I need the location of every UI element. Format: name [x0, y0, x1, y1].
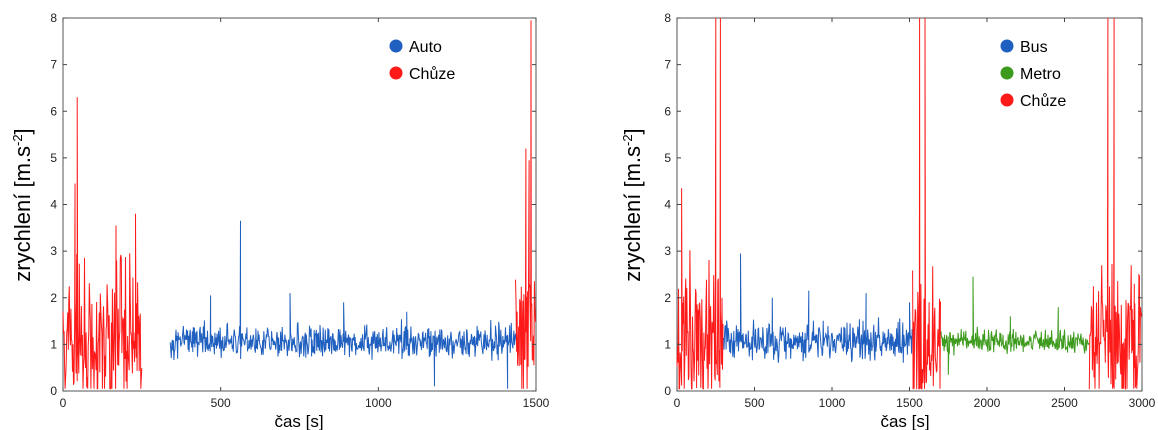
y-tick-label: 2 [50, 291, 57, 305]
plot-area-left [62, 17, 537, 392]
axes-left: 0 500 1000 1500 0 1 2 3 4 5 6 7 8 [50, 11, 549, 410]
legend-right: Bus Metro Chůze [1000, 39, 1066, 110]
y-axis-label-left: zrychlení [m.s-2] [10, 128, 35, 281]
y-tick-label: 1 [664, 337, 671, 351]
legend-label-auto: Auto [409, 39, 442, 56]
y-tick-label: 0 [664, 384, 671, 398]
y-tick-label: 6 [50, 104, 57, 118]
series-line-auto-0 [169, 220, 518, 389]
y-tick-label: 2 [664, 291, 671, 305]
x-axis-label-right: čas [s] [880, 412, 929, 430]
chart-right: 0 500 1000 1500 2000 2500 3000 0 1 2 3 4 5 6 7 8 Bus Met… [620, 11, 1156, 430]
y-tick-label: 0 [50, 384, 57, 398]
legend-marker-auto [389, 39, 403, 53]
legend-marker-metro [1000, 66, 1014, 80]
legend-label-chůze: Chůze [409, 65, 455, 83]
x-tick-label: 1000 [365, 396, 392, 410]
y-tick-label: 8 [664, 11, 671, 25]
legend-marker-chůze [389, 66, 403, 80]
series-line-bus-0 [723, 253, 914, 363]
series-line-chůze-0 [676, 17, 724, 390]
x-tick-label: 0 [674, 396, 681, 410]
series-line-metro-0 [940, 276, 1090, 375]
x-tick-label: 500 [744, 396, 764, 410]
y-tick-label: 5 [664, 151, 671, 165]
series-line-chůze-1 [912, 17, 941, 390]
x-tick-label: 1000 [819, 396, 846, 410]
series-line-chůze-1 [515, 20, 536, 389]
x-axis-label-left: čas [s] [274, 412, 323, 430]
y-tick-label: 8 [50, 11, 57, 25]
x-tick-label: 1500 [523, 396, 550, 410]
y-tick-label: 3 [664, 244, 671, 258]
legend-marker-bus [1000, 39, 1014, 53]
x-tick-label: 1500 [896, 396, 923, 410]
y-tick-label: 3 [50, 244, 57, 258]
axes-right: 0 500 1000 1500 2000 2500 3000 0 1 2 3 4 5 6 7 8 [664, 11, 1155, 410]
x-tick-label: 0 [60, 396, 67, 410]
series-lines-left [62, 20, 536, 390]
x-tick-label: 500 [211, 396, 231, 410]
legend-label-bus: Bus [1020, 39, 1048, 56]
x-tick-label: 2000 [974, 396, 1001, 410]
y-tick-label: 7 [50, 58, 57, 72]
y-tick-label: 4 [664, 198, 671, 212]
y-tick-label: 1 [50, 337, 57, 351]
series-lines-right [676, 17, 1142, 390]
legend-marker-chůze [1000, 93, 1014, 107]
y-axis-label-right: zrychlení [m.s-2] [620, 128, 645, 281]
legend-label-chůze: Chůze [1020, 92, 1066, 110]
y-tick-label: 4 [50, 198, 57, 212]
x-tick-label: 3000 [1129, 396, 1156, 410]
series-line-chůze-2 [1088, 17, 1142, 390]
y-tick-label: 6 [664, 104, 671, 118]
legend-label-metro: Metro [1020, 66, 1061, 83]
y-tick-label: 7 [664, 58, 671, 72]
x-tick-label: 2500 [1051, 396, 1078, 410]
series-line-chůze-0 [62, 97, 143, 390]
legend-left: Auto Chůze [389, 39, 455, 83]
y-tick-label: 5 [50, 151, 57, 165]
